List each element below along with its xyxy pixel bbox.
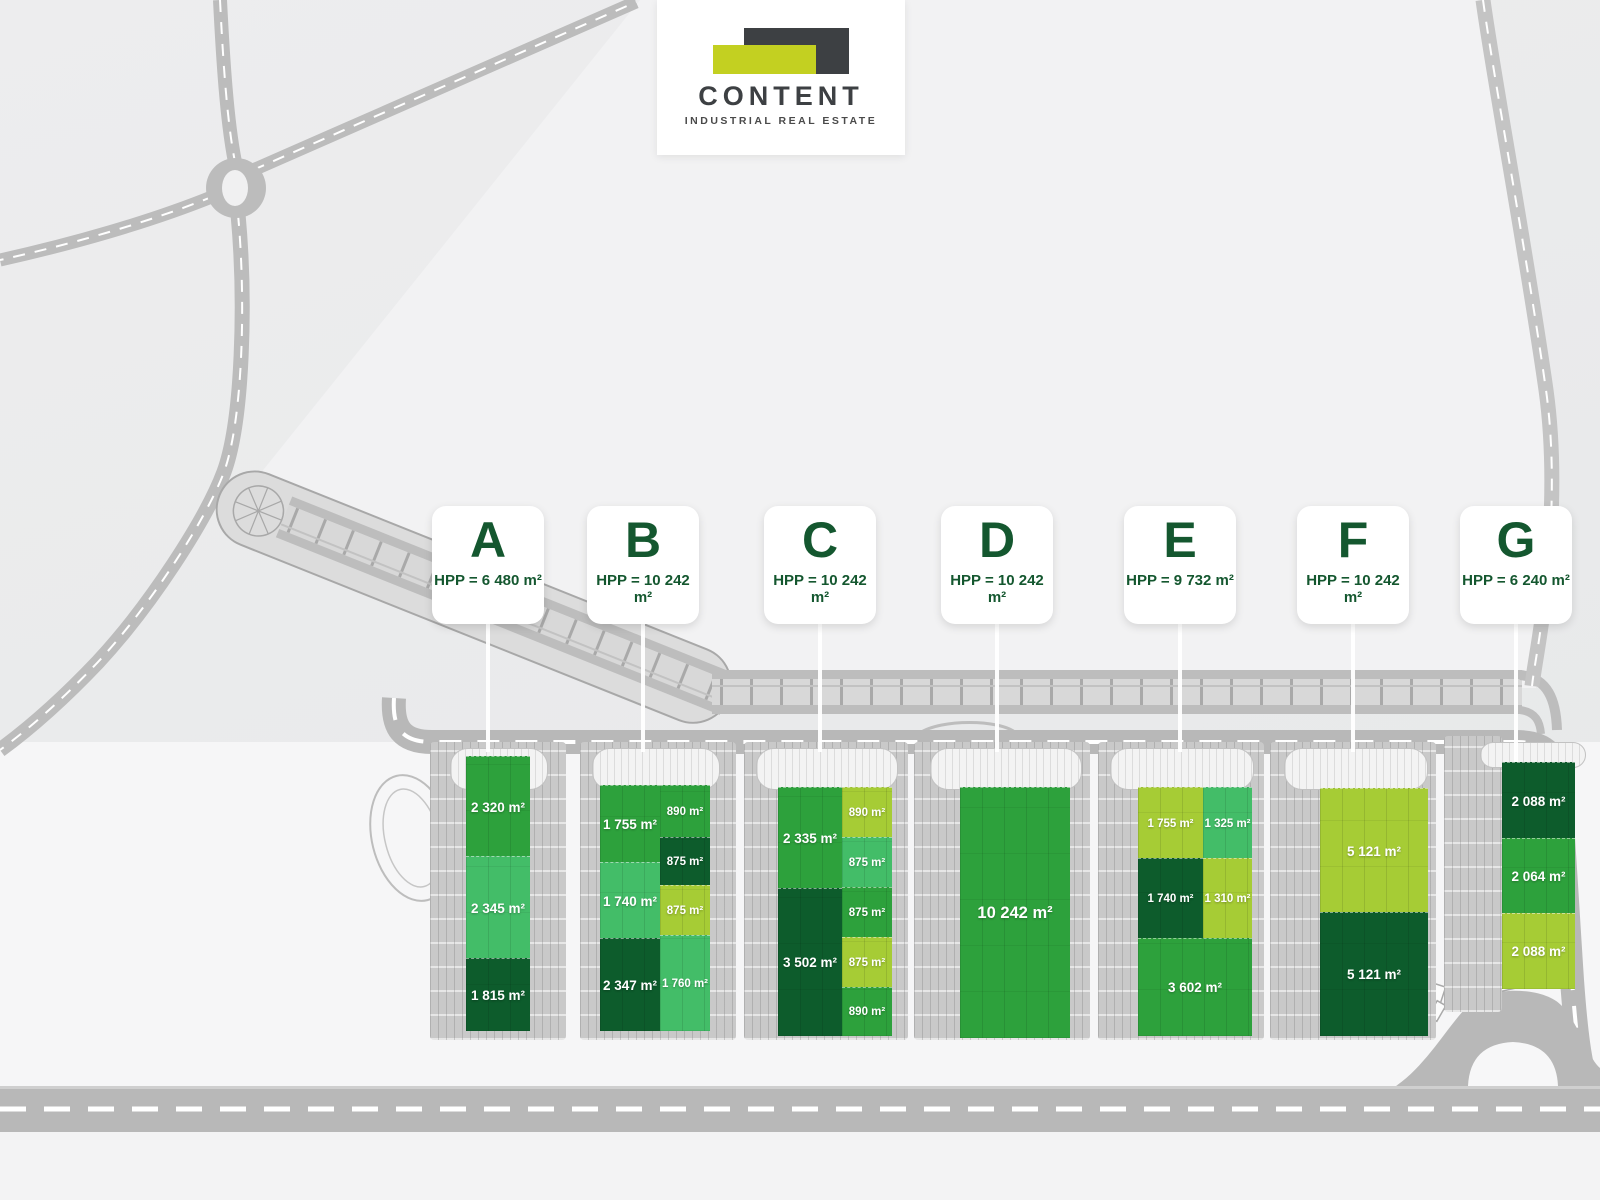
building-hpp: HPP = 10 242 m² xyxy=(1306,571,1400,606)
logo-title: CONTENT xyxy=(698,81,864,111)
building-letter: F xyxy=(1337,512,1369,568)
building-card-c[interactable]: C HPP = 10 242 m² xyxy=(764,506,876,624)
building-hpp: HPP = 10 242 m² xyxy=(596,571,690,606)
leader-line-c xyxy=(818,624,822,752)
logo-lime-block xyxy=(713,45,816,74)
leader-line-e xyxy=(1178,624,1182,752)
parking-yard xyxy=(1444,736,1502,1012)
plot-c5[interactable]: 3 502 m² xyxy=(778,888,842,1036)
building-letter: C xyxy=(801,512,839,568)
building-card-a[interactable]: A HPP = 6 480 m² xyxy=(432,506,544,624)
plot-g2[interactable]: 2 064 m² xyxy=(1502,838,1575,914)
dock-canopy xyxy=(1284,748,1428,790)
building-hpp: HPP = 10 242 m² xyxy=(950,571,1044,606)
building-card-g[interactable]: G HPP = 6 240 m² xyxy=(1460,506,1572,624)
building-g: 2 088 m² 2 064 m² 2 088 m² xyxy=(1444,736,1586,1016)
plot-b7[interactable]: 1 760 m² xyxy=(660,935,710,1031)
plot-e2[interactable]: 1 325 m² xyxy=(1203,787,1252,859)
company-logo: CONTENT INDUSTRIAL REAL ESTATE xyxy=(657,0,905,155)
dock-canopy xyxy=(592,748,720,790)
plot-b4[interactable]: 1 740 m² xyxy=(600,862,660,939)
leader-line-a xyxy=(486,624,490,752)
dock-canopy xyxy=(756,748,898,790)
leader-line-f xyxy=(1351,624,1355,752)
dock-canopy xyxy=(1110,748,1254,790)
plot-c1[interactable]: 2 335 m² xyxy=(778,787,842,889)
building-hpp: HPP = 6 240 m² xyxy=(1462,571,1570,589)
leader-line-g xyxy=(1514,624,1518,762)
building-letter: E xyxy=(1163,512,1197,568)
building-c: 2 335 m² 890 m² 875 m² 875 m² 3 502 m² 8… xyxy=(744,742,908,1040)
plot-e3[interactable]: 1 740 m² xyxy=(1138,858,1203,939)
building-hpp: HPP = 10 242 m² xyxy=(773,571,867,606)
building-hpp: HPP = 9 732 m² xyxy=(1126,571,1234,589)
plot-b3[interactable]: 875 m² xyxy=(660,837,710,886)
building-d: 10 242 m² xyxy=(914,742,1090,1040)
logo-subtitle: INDUSTRIAL REAL ESTATE xyxy=(684,115,878,127)
underpass-arch xyxy=(1468,1042,1558,1086)
building-card-e[interactable]: E HPP = 9 732 m² xyxy=(1124,506,1236,624)
building-letter: B xyxy=(624,512,662,568)
plot-c7[interactable]: 890 m² xyxy=(842,987,892,1036)
plot-e1[interactable]: 1 755 m² xyxy=(1138,787,1203,859)
building-card-d[interactable]: D HPP = 10 242 m² xyxy=(941,506,1053,624)
leader-line-d xyxy=(995,624,999,752)
plot-c4[interactable]: 875 m² xyxy=(842,887,892,938)
plot-c3[interactable]: 875 m² xyxy=(842,837,892,888)
building-letter: D xyxy=(978,512,1016,568)
plot-b2[interactable]: 890 m² xyxy=(660,785,710,838)
plot-d1[interactable]: 10 242 m² xyxy=(960,787,1070,1038)
plot-c2[interactable]: 890 m² xyxy=(842,787,892,838)
building-e: 1 755 m² 1 325 m² 1 740 m² 1 310 m² 3 60… xyxy=(1098,742,1264,1040)
plot-b5[interactable]: 875 m² xyxy=(660,885,710,936)
bottom-highway xyxy=(0,1086,1600,1132)
plot-g1[interactable]: 2 088 m² xyxy=(1502,762,1575,839)
logo-mark-icon xyxy=(713,28,849,74)
dock-canopy xyxy=(930,748,1082,790)
plot-g3[interactable]: 2 088 m² xyxy=(1502,913,1575,989)
building-b: 1 755 m² 890 m² 875 m² 1 740 m² 875 m² 2… xyxy=(580,742,736,1040)
building-card-f[interactable]: F HPP = 10 242 m² xyxy=(1297,506,1409,624)
building-card-b[interactable]: B HPP = 10 242 m² xyxy=(587,506,699,624)
plot-a1[interactable]: 2 320 m² xyxy=(466,756,530,857)
plot-a2[interactable]: 2 345 m² xyxy=(466,856,530,959)
plot-b6[interactable]: 2 347 m² xyxy=(600,938,660,1031)
plot-b1[interactable]: 1 755 m² xyxy=(600,785,660,863)
building-f: 5 121 m² 5 121 m² xyxy=(1270,742,1436,1040)
building-letter: G xyxy=(1496,512,1536,568)
building-hpp: HPP = 6 480 m² xyxy=(434,571,542,589)
plot-a3[interactable]: 1 815 m² xyxy=(466,958,530,1031)
plot-c6[interactable]: 875 m² xyxy=(842,937,892,988)
plot-f2[interactable]: 5 121 m² xyxy=(1320,912,1428,1036)
plot-e4[interactable]: 1 310 m² xyxy=(1203,858,1252,939)
plot-e5[interactable]: 3 602 m² xyxy=(1138,938,1252,1036)
building-a: 2 320 m² 2 345 m² 1 815 m² xyxy=(430,742,566,1040)
leader-line-b xyxy=(641,624,645,752)
land-parcel-bottom xyxy=(0,1132,1600,1200)
building-letter: A xyxy=(469,512,507,568)
plot-f1[interactable]: 5 121 m² xyxy=(1320,788,1428,913)
